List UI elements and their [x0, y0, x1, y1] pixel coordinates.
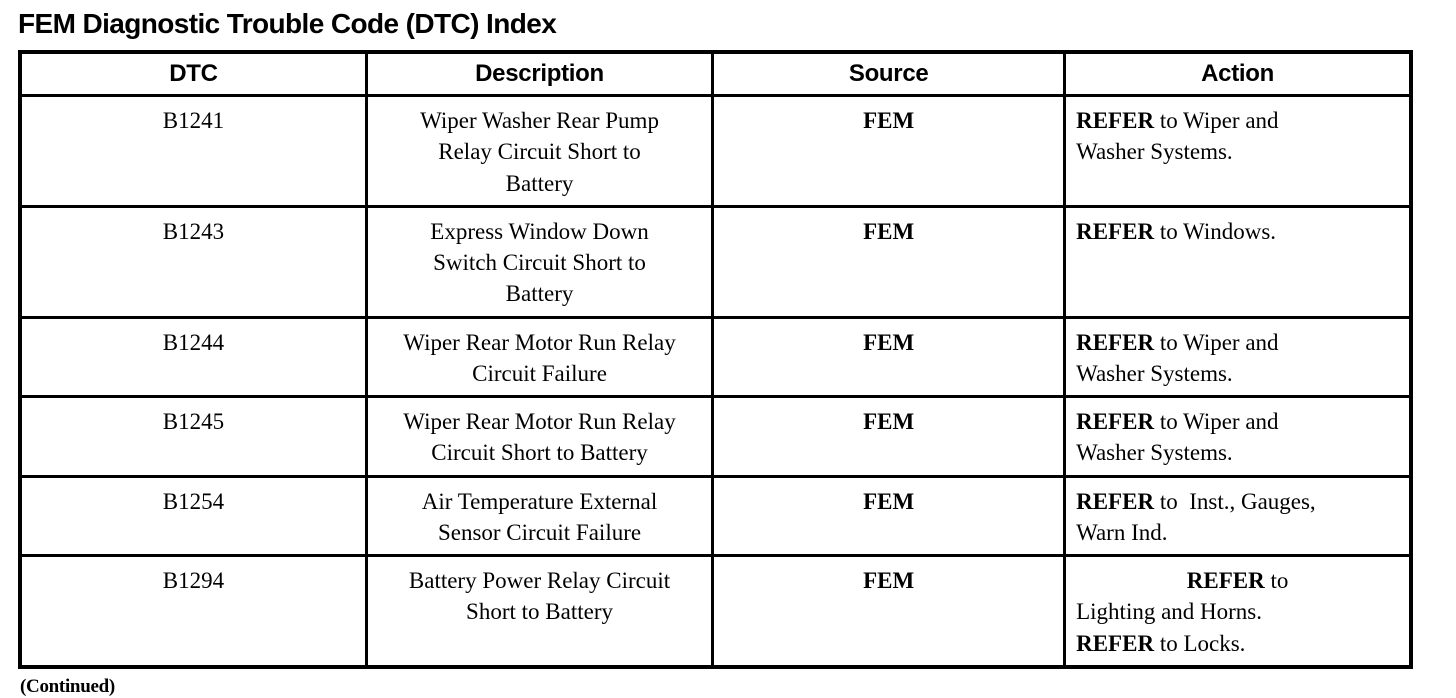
action-keyword: REFER: [1076, 409, 1155, 435]
action-line: REFER to Locks.: [1076, 628, 1399, 659]
column-header-dtc: DTC: [18, 50, 368, 97]
dtc-cell: B1245: [18, 395, 368, 478]
action-line: REFER to: [1076, 565, 1399, 596]
action-text: Washer Systems.: [1076, 360, 1233, 386]
dtc-cell: B1254: [18, 474, 368, 558]
action-text: Lighting and Horns.: [1076, 599, 1263, 625]
action-line: REFER to Wiper and: [1076, 327, 1399, 358]
column-header-description: Description: [364, 50, 715, 97]
action-cell: REFER to Wiper and Washer Systems.: [1063, 395, 1413, 478]
table-row: B1241 Wiper Washer Rear Pump Relay Circui…: [18, 94, 1413, 208]
table-row: B1245 Wiper Rear Motor Run Relay Circuit …: [18, 395, 1413, 478]
source-cell: FEM: [711, 554, 1067, 669]
dtc-cell: B1244: [18, 315, 368, 399]
dtc-cell: B1294: [18, 554, 368, 669]
action-cell: REFER to Inst., Gauges, Warn Ind.: [1063, 474, 1413, 558]
table-body: B1241 Wiper Washer Rear Pump Relay Circui…: [18, 94, 1413, 669]
column-header-source: Source: [711, 50, 1067, 97]
action-keyword: REFER: [1076, 218, 1155, 244]
action-text: to Windows.: [1154, 218, 1277, 244]
page-title: FEM Diagnostic Trouble Code (DTC) Index: [18, 8, 557, 39]
table-row: B1244 Wiper Rear Motor Run Relay Circuit …: [18, 315, 1413, 399]
action-cell: REFER to Windows.: [1063, 204, 1413, 319]
action-line: Warn Ind.: [1076, 517, 1399, 548]
action-cell: REFER to Lighting and Horns. REFER to Lock…: [1063, 554, 1413, 669]
action-line: REFER to Inst., Gauges,: [1076, 486, 1399, 517]
description-cell: Express Window Down Switch Circuit Short…: [364, 204, 715, 319]
action-keyword: REFER: [1076, 108, 1155, 133]
table-row: B1254 Air Temperature External Sensor Cir…: [18, 474, 1413, 558]
action-text: to Wiper and: [1154, 409, 1279, 435]
action-keyword: REFER: [1076, 329, 1155, 355]
action-text: to Wiper and: [1154, 108, 1279, 133]
action-text: Washer Systems.: [1076, 139, 1233, 165]
table-row: B1294 Battery Power Relay Circuit Short t…: [18, 554, 1413, 669]
action-keyword: REFER: [1076, 488, 1155, 514]
source-cell: FEM: [711, 94, 1067, 208]
dtc-index-table: DTC Description Source Action B1241 Wiper…: [18, 50, 1413, 669]
action-text: Warn Ind.: [1076, 519, 1168, 545]
action-text: to Wiper and: [1154, 329, 1279, 355]
dtc-cell: B1243: [18, 204, 368, 319]
action-line: Washer Systems.: [1076, 136, 1399, 167]
description-cell: Wiper Rear Motor Run Relay Circuit Short…: [364, 395, 715, 478]
action-cell: REFER to Wiper and Washer Systems.: [1063, 94, 1413, 208]
action-line: Lighting and Horns.: [1076, 596, 1399, 627]
action-line: Washer Systems.: [1076, 358, 1399, 389]
action-line: Washer Systems.: [1076, 437, 1399, 468]
action-text: Washer Systems.: [1076, 440, 1233, 466]
source-cell: FEM: [711, 395, 1067, 478]
action-cell: REFER to Wiper and Washer Systems.: [1063, 315, 1413, 399]
action-text: to Inst., Gauges,: [1154, 488, 1316, 514]
description-cell: Wiper Washer Rear Pump Relay Circuit Sho…: [364, 94, 715, 208]
continued-note: (Continued): [20, 675, 115, 697]
source-cell: FEM: [711, 204, 1067, 319]
description-cell: Wiper Rear Motor Run Relay Circuit Failu…: [364, 315, 715, 399]
column-header-action: Action: [1063, 50, 1413, 97]
action-text: to: [1264, 568, 1289, 594]
table-row: B1243 Express Window Down Switch Circuit …: [18, 204, 1413, 319]
source-cell: FEM: [711, 315, 1067, 399]
action-keyword: REFER: [1186, 568, 1265, 594]
description-cell: Air Temperature External Sensor Circuit …: [364, 474, 715, 558]
source-cell: FEM: [711, 474, 1067, 558]
action-line: REFER to Wiper and: [1076, 105, 1399, 136]
action-line: REFER to Windows.: [1076, 216, 1399, 247]
table-header-row: DTC Description Source Action: [18, 50, 1413, 97]
dtc-cell: B1241: [18, 94, 368, 208]
action-line: REFER to Wiper and: [1076, 406, 1399, 437]
description-cell: Battery Power Relay Circuit Short to Bat…: [364, 554, 715, 669]
